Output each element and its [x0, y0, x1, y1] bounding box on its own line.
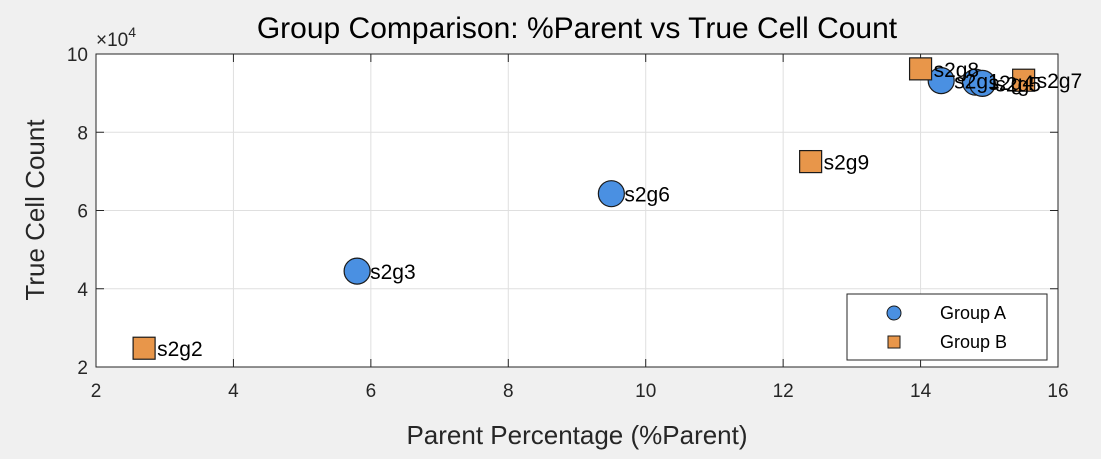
ticks: 2 4 6 8 10 12 14 16 2 4 6 8 10 [67, 45, 1069, 402]
point-marker-s2g7 [1012, 68, 1036, 92]
y-exponent-base: ×10 [96, 30, 128, 51]
y-exponent-label: ×104 [96, 24, 136, 51]
legend-box [846, 293, 1048, 361]
x-tick-label: 2 [91, 381, 102, 402]
point-marker-s2g8 [908, 57, 933, 81]
x-tick-label: 16 [1047, 381, 1068, 402]
point-marker-s2g6 [597, 180, 625, 208]
x-tick-label: 12 [773, 381, 794, 402]
y-tick-label: 2 [77, 358, 88, 379]
chart-title: Group Comparison: %Parent vs True Cell C… [257, 12, 898, 45]
point-label-s2g9: s2g9 [824, 152, 870, 175]
x-axis-label: Parent Percentage (%Parent) [406, 420, 747, 450]
y-axis-label: True Cell Count [20, 119, 50, 301]
y-tick-label: 6 [77, 202, 88, 223]
point-marker-s2g9 [799, 149, 823, 174]
y-exponent-power: 4 [128, 24, 136, 40]
x-tick-label: 14 [910, 381, 932, 402]
legend-marker-circle [886, 305, 902, 321]
point-label-s2g8: s2g8 [934, 59, 980, 82]
point-marker-s2g5 [968, 69, 997, 97]
point-marker-s2g3 [343, 257, 371, 285]
point-label-s2g1: s2g1 [954, 71, 1000, 94]
legend-entry-label: Group A [940, 303, 1006, 323]
point-label-s2g6: s2g6 [624, 184, 670, 207]
x-tick-label: 6 [366, 381, 377, 402]
point-marker-s2g1 [927, 67, 955, 95]
point-marker-s2g2 [132, 336, 156, 360]
legend-entry-label: Group B [940, 332, 1007, 352]
point-label-s2g3: s2g3 [370, 261, 416, 284]
legend-marker-square [887, 335, 901, 349]
y-tick-label: 4 [77, 280, 88, 301]
x-tick-label: 8 [503, 381, 514, 402]
x-tick-label: 10 [635, 381, 656, 402]
point-label-s2g2: s2g2 [157, 338, 203, 361]
point-label-s2g4: s2g4 [989, 72, 1035, 95]
point-label-s2g5: s2g5 [995, 73, 1041, 96]
legend: Group A Group B [846, 293, 1048, 361]
y-tick-label: 8 [77, 123, 88, 144]
point-label-s2g7: s2g7 [1037, 70, 1083, 93]
y-tick-label: 10 [67, 45, 88, 66]
x-tick-label: 4 [228, 381, 239, 402]
